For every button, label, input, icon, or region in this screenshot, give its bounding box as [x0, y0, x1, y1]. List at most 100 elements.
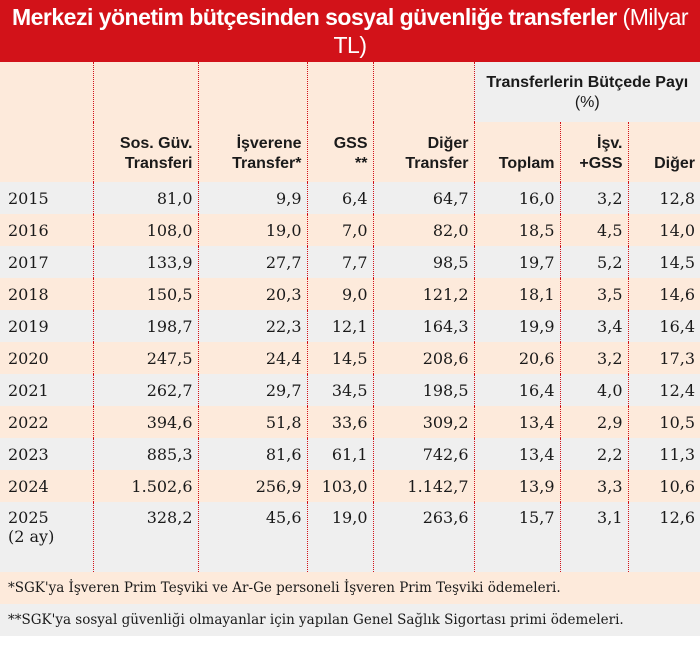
data-table: Sos. Güv. Transferi İşverene Transfer* GSS… — [0, 62, 700, 572]
value-cell: 13,9 — [473, 470, 560, 502]
value-cell: 256,9 — [197, 470, 307, 502]
year-cell: 2023 — [0, 438, 93, 470]
value-cell: 12,4 — [627, 374, 700, 406]
value-cell: 10,6 — [627, 470, 700, 502]
footnote-1: *SGK'ya İşveren Prim Teşviki ve Ar-Ge pe… — [0, 572, 700, 604]
value-cell: 16,4 — [473, 374, 560, 406]
table-row: 2018 150,5 20,3 9,0 121,2 18,1 3,5 14,6 — [0, 278, 700, 310]
value-cell: 13,4 — [473, 438, 560, 470]
value-cell: 19,9 — [473, 310, 560, 342]
header-isverene: İşverene Transfer* — [197, 62, 307, 182]
value-cell: 64,7 — [372, 182, 474, 214]
table-row: 2025 (2 ay) 328,2 45,6 19,0 263,6 15,7 3,1 12,6 — [0, 502, 700, 572]
value-cell: 14,5 — [306, 342, 373, 374]
value-cell: 3,2 — [559, 182, 628, 214]
value-cell: 3,2 — [559, 342, 628, 374]
value-cell: 9,9 — [197, 182, 307, 214]
table-row: 2024 1.502,6 256,9 103,0 1.142,7 13,9 3,3 10,6 — [0, 470, 700, 502]
value-cell: 3,5 — [559, 278, 628, 310]
value-cell: 198,5 — [372, 374, 474, 406]
value-cell: 247,5 — [92, 342, 198, 374]
header-sos-guv: Sos. Güv. Transferi — [92, 62, 198, 182]
value-cell: 82,0 — [372, 214, 474, 246]
title-unit: (Milyar TL) — [333, 4, 689, 58]
table-row: 2017 133,9 27,7 7,7 98,5 19,7 5,2 14,5 — [0, 246, 700, 278]
value-cell: 10,5 — [627, 406, 700, 438]
value-cell: 4,5 — [559, 214, 628, 246]
year-cell: 2020 — [0, 342, 93, 374]
value-cell: 108,0 — [92, 214, 198, 246]
value-cell: 394,6 — [92, 406, 198, 438]
table-title: Merkezi yönetim bütçesinden sosyal güven… — [0, 0, 700, 62]
value-cell: 51,8 — [197, 406, 307, 438]
value-cell: 198,7 — [92, 310, 198, 342]
value-cell: 742,6 — [372, 438, 474, 470]
title-main: Merkezi yönetim bütçesinden sosyal güven… — [11, 4, 617, 30]
value-cell: 19,0 — [306, 502, 373, 572]
value-cell: 4,0 — [559, 374, 628, 406]
table-row: 2015 81,0 9,9 6,4 64,7 16,0 3,2 12,8 — [0, 182, 700, 214]
value-cell: 885,3 — [92, 438, 198, 470]
value-cell: 19,0 — [197, 214, 307, 246]
table-row: 2016 108,0 19,0 7,0 82,0 18,5 4,5 14,0 — [0, 214, 700, 246]
header-diger: Diğer — [627, 122, 700, 182]
value-cell: 14,5 — [627, 246, 700, 278]
value-cell: 12,8 — [627, 182, 700, 214]
value-cell: 17,3 — [627, 342, 700, 374]
value-cell: 3,3 — [559, 470, 628, 502]
header-toplam: Toplam — [473, 122, 560, 182]
year-cell: 2024 — [0, 470, 93, 502]
table-body: 2015 81,0 9,9 6,4 64,7 16,0 3,2 12,8 2016 108,0 19… — [0, 182, 700, 572]
header-year — [0, 62, 93, 182]
value-cell: 34,5 — [306, 374, 373, 406]
value-cell: 3,4 — [559, 310, 628, 342]
value-cell: 150,5 — [92, 278, 198, 310]
value-cell: 7,7 — [306, 246, 373, 278]
year-cell: 2015 — [0, 182, 93, 214]
value-cell: 208,6 — [372, 342, 474, 374]
value-cell: 7,0 — [306, 214, 373, 246]
value-cell: 22,3 — [197, 310, 307, 342]
value-cell: 14,0 — [627, 214, 700, 246]
header-diger-transfer: Diğer Transfer — [372, 62, 474, 182]
value-cell: 1.142,7 — [372, 470, 474, 502]
value-cell: 5,2 — [559, 246, 628, 278]
value-cell: 16,4 — [627, 310, 700, 342]
value-cell: 309,2 — [372, 406, 474, 438]
value-cell: 2,9 — [559, 406, 628, 438]
value-cell: 18,5 — [473, 214, 560, 246]
value-cell: 16,0 — [473, 182, 560, 214]
value-cell: 328,2 — [92, 502, 198, 572]
value-cell: 14,6 — [627, 278, 700, 310]
value-cell: 81,6 — [197, 438, 307, 470]
value-cell: 2,2 — [559, 438, 628, 470]
value-cell: 263,6 — [372, 502, 474, 572]
value-cell: 24,4 — [197, 342, 307, 374]
year-cell: 2019 — [0, 310, 93, 342]
value-cell: 3,1 — [559, 502, 628, 572]
footnote-2: **SGK'ya sosyal güvenliği olmayanlar içi… — [0, 604, 700, 636]
value-cell: 262,7 — [92, 374, 198, 406]
value-cell: 103,0 — [306, 470, 373, 502]
value-cell: 6,4 — [306, 182, 373, 214]
header-isv-gss: İşv. +GSS — [559, 122, 628, 182]
value-cell: 1.502,6 — [92, 470, 198, 502]
value-cell: 81,0 — [92, 182, 198, 214]
value-cell: 11,3 — [627, 438, 700, 470]
value-cell: 61,1 — [306, 438, 373, 470]
value-cell: 45,6 — [197, 502, 307, 572]
value-cell: 164,3 — [372, 310, 474, 342]
value-cell: 19,7 — [473, 246, 560, 278]
value-cell: 133,9 — [92, 246, 198, 278]
value-cell: 121,2 — [372, 278, 474, 310]
header-gss: GSS ** — [306, 62, 373, 182]
table-row: 2019 198,7 22,3 12,1 164,3 19,9 3,4 16,4 — [0, 310, 700, 342]
value-cell: 20,3 — [197, 278, 307, 310]
table-row: 2020 247,5 24,4 14,5 208,6 20,6 3,2 17,3 — [0, 342, 700, 374]
year-cell: 2021 — [0, 374, 93, 406]
value-cell: 29,7 — [197, 374, 307, 406]
value-cell: 20,6 — [473, 342, 560, 374]
year-cell: 2016 — [0, 214, 93, 246]
year-cell: 2025 (2 ay) — [0, 502, 93, 572]
